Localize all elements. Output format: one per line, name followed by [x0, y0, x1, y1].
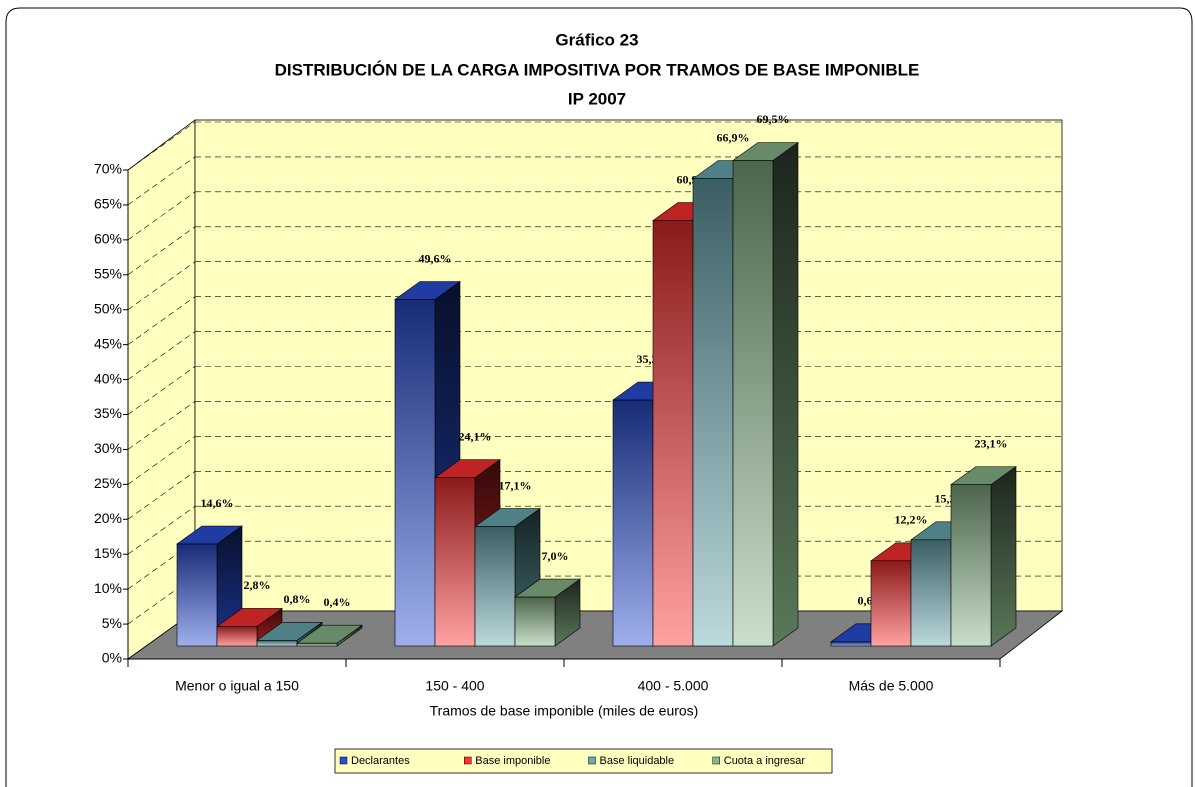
bar	[732, 160, 774, 647]
bar	[950, 484, 992, 647]
grid-line	[127, 261, 196, 310]
chart-subtitle: IP 2007	[568, 89, 626, 108]
x-tick-label: Más de 5.000	[849, 678, 934, 694]
grid-line	[127, 366, 196, 415]
bar-side	[990, 466, 1017, 647]
x-tick-label: 150 - 400	[425, 678, 484, 694]
legend-box	[334, 748, 833, 774]
bar	[474, 526, 516, 647]
bar	[176, 543, 218, 647]
y-tick-label: 5%	[102, 615, 122, 631]
legend-swatch	[588, 756, 596, 765]
chart-title: Gráfico 23	[555, 30, 638, 49]
value-label: 0,8%	[284, 592, 311, 606]
y-tick-label: 35%	[94, 405, 122, 421]
value-label: 24,1%	[459, 429, 492, 443]
grid-line	[127, 156, 196, 206]
grid-line	[127, 191, 196, 241]
grid-line	[127, 575, 196, 625]
bar	[870, 560, 912, 647]
value-label: 17,1%	[499, 478, 532, 492]
y-tick-label: 15%	[94, 545, 122, 561]
x-tick-label: 400 - 5.000	[638, 678, 709, 694]
legend-swatch	[712, 756, 720, 765]
bar-side	[772, 141, 799, 647]
value-label: 7,0%	[542, 549, 569, 563]
value-label: 49,6%	[419, 251, 452, 265]
y-tick-label: 25%	[94, 475, 122, 491]
bar	[910, 539, 952, 647]
y-tick-label: 70%	[94, 161, 122, 177]
value-label: 23,1%	[975, 436, 1008, 450]
bar	[216, 626, 258, 647]
x-tick-label: Menor o igual a 150	[175, 678, 299, 694]
value-label: 12,2%	[895, 513, 928, 527]
bar	[434, 477, 476, 647]
y-tick-label: 20%	[94, 510, 122, 526]
chart-border	[5, 7, 1193, 787]
grid-line	[127, 505, 196, 555]
bar	[612, 399, 654, 647]
x-axis-label: Tramos de base imponible (miles de euros…	[430, 703, 699, 719]
legend-label: Declarantes	[351, 755, 410, 767]
bar	[830, 641, 872, 647]
legend-label: Base liquidable	[600, 755, 675, 767]
grid-line	[127, 296, 196, 345]
grid-line	[127, 471, 196, 520]
y-tick-label: 60%	[94, 231, 122, 247]
y-tick-label: 50%	[94, 300, 122, 316]
grid-line	[127, 331, 196, 380]
chart-subtitle: DISTRIBUCIÓN DE LA CARGA IMPOSITIVA POR …	[275, 60, 920, 79]
value-label: 2,8%	[244, 578, 271, 592]
value-label: 69,5%	[757, 112, 790, 126]
grid-line	[127, 540, 196, 590]
y-tick-label: 0%	[102, 650, 122, 666]
legend-label: Cuota a ingresar	[724, 755, 806, 767]
grid-line	[127, 226, 196, 276]
y-tick-label: 30%	[94, 440, 122, 456]
bar	[652, 220, 694, 647]
bar	[256, 640, 298, 647]
bar	[692, 178, 734, 647]
legend-swatch	[464, 756, 472, 765]
grid-line	[127, 401, 196, 450]
y-tick-label: 40%	[94, 370, 122, 386]
y-tick-label: 65%	[94, 196, 122, 212]
value-label: 0,4%	[324, 595, 351, 609]
y-tick-label: 45%	[94, 335, 122, 351]
value-label: 14,6%	[201, 496, 234, 510]
grid-line	[127, 121, 196, 171]
bar	[296, 642, 338, 647]
bar	[394, 299, 436, 647]
y-tick-label: 10%	[94, 580, 122, 596]
grid-line	[127, 436, 196, 485]
value-label: 66,9%	[717, 130, 750, 144]
legend-swatch	[339, 756, 348, 765]
legend-label: Base imponible	[475, 755, 550, 767]
y-tick-label: 55%	[94, 265, 122, 281]
bar	[514, 596, 556, 647]
